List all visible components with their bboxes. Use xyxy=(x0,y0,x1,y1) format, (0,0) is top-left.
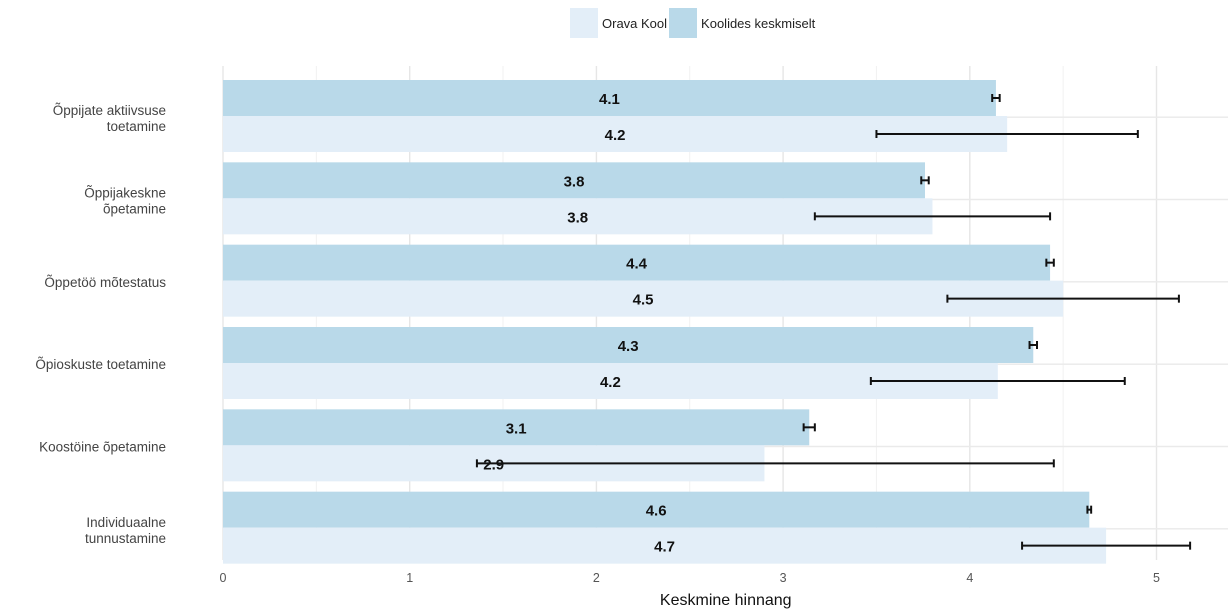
category-label-line: Õppijate aktiivsuse xyxy=(53,103,166,118)
category-label: Õppijakeskne õpetamine xyxy=(84,186,166,217)
bar xyxy=(223,80,996,116)
category-label-line: Individuaalne xyxy=(86,515,166,530)
legend-label-koolides-keskmiselt: Koolides keskmiselt xyxy=(701,15,816,31)
category-label: Õpioskuste toetamine xyxy=(35,357,166,372)
legend-item-orava-kool: Orava Kool xyxy=(570,8,667,38)
category-label: Individuaalne tunnustamine xyxy=(85,515,166,546)
bar-value-label: 3.8 xyxy=(564,173,585,190)
bar xyxy=(223,491,1090,528)
bar-value-label: 3.1 xyxy=(506,420,527,437)
category-label-line: Koostöine õpetamine xyxy=(39,440,166,455)
bar-value-label: 2.9 xyxy=(483,456,504,473)
legend-label-orava-kool: Orava Kool xyxy=(602,15,668,31)
bar xyxy=(223,162,925,199)
category-label: Õppijate aktiivsuse toetamine xyxy=(53,103,166,134)
category-label-line: Õpioskuste toetamine xyxy=(35,357,166,372)
bar-value-label: 4.4 xyxy=(626,256,648,273)
bar xyxy=(223,327,1034,363)
category-label: Õppetöö mõtestatus xyxy=(44,275,166,290)
x-tick-label: 0 xyxy=(220,571,227,585)
bar-value-label: 4.2 xyxy=(600,374,621,391)
category-label-line: õpetamine xyxy=(103,202,166,217)
category-label-line: tunnustamine xyxy=(85,531,166,546)
x-tick-label: 4 xyxy=(966,571,973,585)
legend-item-koolides-keskmiselt: Koolides keskmiselt xyxy=(669,8,815,38)
legend-swatch-orava-kool xyxy=(570,8,598,38)
bar xyxy=(223,409,810,446)
legend: Orava Kool Koolides keskmiselt xyxy=(570,8,817,38)
bar-value-label: 4.1 xyxy=(599,91,620,108)
bar xyxy=(223,363,998,399)
bar-value-label: 4.6 xyxy=(646,503,667,520)
category-label-line: toetamine xyxy=(107,119,166,134)
legend-swatch-koolides-keskmiselt xyxy=(669,8,698,38)
bar xyxy=(223,280,1064,317)
bar-value-label: 4.5 xyxy=(633,292,654,309)
x-axis-title: Keskmine hinnang xyxy=(660,592,792,609)
category-label-line: Õppetöö mõtestatus xyxy=(44,275,166,290)
x-tick-label: 1 xyxy=(406,571,413,585)
bar xyxy=(223,244,1051,281)
bar-value-label: 4.3 xyxy=(618,338,639,355)
bar-value-label: 4.2 xyxy=(605,127,626,144)
category-label: Koostöine õpetamine xyxy=(39,440,166,455)
x-tick-label: 2 xyxy=(593,571,600,585)
bar-value-label: 4.7 xyxy=(654,539,675,556)
x-tick-label: 3 xyxy=(780,571,787,585)
bar xyxy=(223,527,1107,564)
category-label-line: Õppijakeskne xyxy=(84,186,166,201)
x-tick-label: 5 xyxy=(1153,571,1160,585)
bar-value-label: 3.8 xyxy=(567,209,588,226)
